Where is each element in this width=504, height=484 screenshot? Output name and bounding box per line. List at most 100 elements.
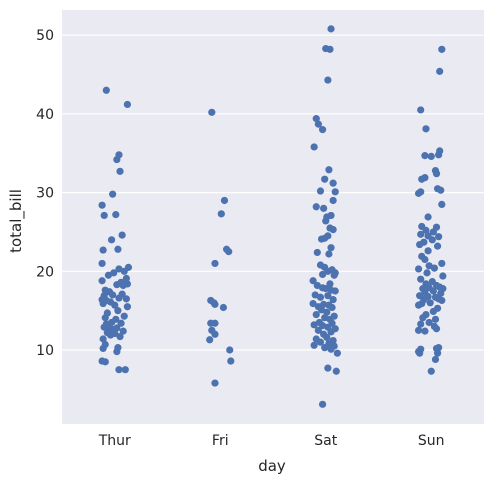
data-point-thur (113, 281, 121, 289)
data-point-fri (211, 330, 219, 338)
data-point-sat (316, 187, 325, 195)
data-point-thur (117, 319, 125, 327)
data-point-sat (329, 179, 337, 187)
data-point-fri (227, 357, 235, 365)
data-point-sat (324, 292, 332, 300)
y-tick-label: 40 (36, 107, 54, 123)
data-point-thur (112, 211, 120, 219)
data-point-sat (327, 328, 335, 336)
data-point-sun (424, 247, 432, 255)
data-point-sun (438, 45, 446, 53)
data-point-sun (433, 242, 442, 250)
data-point-sat (312, 115, 320, 123)
data-point-sun (431, 355, 440, 364)
data-point-sat (326, 45, 334, 53)
data-point-thur (111, 301, 119, 309)
data-point-sun (430, 264, 439, 272)
data-point-sun (427, 367, 435, 375)
data-point-sat (321, 175, 329, 183)
data-point-thur (119, 281, 127, 290)
data-point-sun (428, 236, 436, 244)
data-point-sat (318, 126, 327, 134)
data-point-sun (414, 326, 423, 334)
data-point-sun (423, 269, 431, 277)
data-point-sat (325, 166, 333, 174)
data-point-thur (120, 312, 128, 320)
data-point-sat (326, 280, 334, 288)
data-point-thur (121, 366, 129, 374)
data-point-sun (421, 255, 429, 264)
data-point-sun (435, 233, 443, 241)
y-tick-labels: 10 20 30 40 50 (36, 28, 54, 359)
data-point-sat (316, 293, 325, 301)
data-point-thur (98, 277, 106, 285)
data-point-sat (310, 341, 318, 349)
data-point-sun (432, 170, 441, 178)
data-points (98, 25, 447, 408)
data-point-sat (323, 308, 331, 316)
data-point-thur (122, 295, 130, 303)
data-point-sun (424, 213, 432, 221)
data-point-thur (99, 299, 107, 308)
data-point-sun (429, 228, 437, 236)
data-point-sat (324, 232, 332, 240)
data-point-sat (331, 287, 339, 295)
data-point-sun (416, 240, 424, 249)
data-point-sun (422, 125, 430, 133)
data-point-sun (414, 301, 423, 309)
data-point-thur (104, 271, 113, 279)
data-point-thur (116, 333, 124, 341)
data-point-sat (327, 25, 335, 33)
data-point-thur (109, 291, 117, 299)
data-point-sun (425, 318, 433, 327)
x-tick-label-sat: Sat (314, 433, 337, 449)
data-point-sun (432, 325, 441, 333)
data-point-sat (324, 364, 332, 372)
data-point-fri (211, 319, 219, 327)
data-point-fri (206, 336, 214, 344)
data-point-sun (439, 272, 447, 280)
data-point-thur (106, 331, 115, 339)
data-point-sun (414, 189, 423, 197)
y-tick-label: 30 (36, 186, 54, 202)
data-point-sun (418, 175, 426, 183)
data-point-sat (313, 248, 321, 257)
data-point-sun (438, 259, 446, 268)
data-point-sat (316, 338, 325, 346)
data-point-sat (312, 203, 320, 211)
data-point-sun (438, 296, 446, 305)
data-point-sun (429, 307, 437, 316)
data-point-thur (109, 190, 117, 198)
data-point-fri (220, 196, 229, 205)
y-tick-label: 20 (36, 264, 54, 280)
data-point-thur (101, 314, 109, 322)
data-point-thur (119, 327, 127, 335)
data-point-fri (219, 303, 228, 312)
data-point-sat (327, 345, 335, 353)
data-point-sat (331, 188, 339, 196)
data-point-sat (318, 400, 327, 408)
data-point-sun (417, 275, 425, 283)
data-point-thur (115, 294, 123, 302)
data-point-thur (102, 86, 110, 94)
data-point-thur (99, 246, 107, 254)
data-point-sun (436, 67, 444, 75)
data-point-sat (324, 76, 332, 84)
data-point-fri (208, 108, 216, 116)
x-tick-label-sun: Sun (418, 433, 445, 449)
data-point-thur (100, 211, 108, 220)
data-point-sat (318, 270, 327, 279)
data-point-sat (328, 303, 336, 312)
y-axis-label: total_bill (7, 189, 26, 253)
data-point-thur (107, 236, 116, 244)
x-axis-label: day (258, 457, 286, 475)
plot-background (62, 10, 484, 424)
data-point-thur (98, 201, 106, 209)
data-point-sat (333, 349, 341, 357)
data-point-sat (309, 299, 317, 308)
data-point-sun (417, 230, 425, 238)
x-tick-label-fri: Fri (212, 433, 229, 449)
data-point-sun (414, 265, 423, 273)
data-point-fri (225, 248, 233, 256)
x-tick-label-thur: Thur (98, 433, 131, 449)
